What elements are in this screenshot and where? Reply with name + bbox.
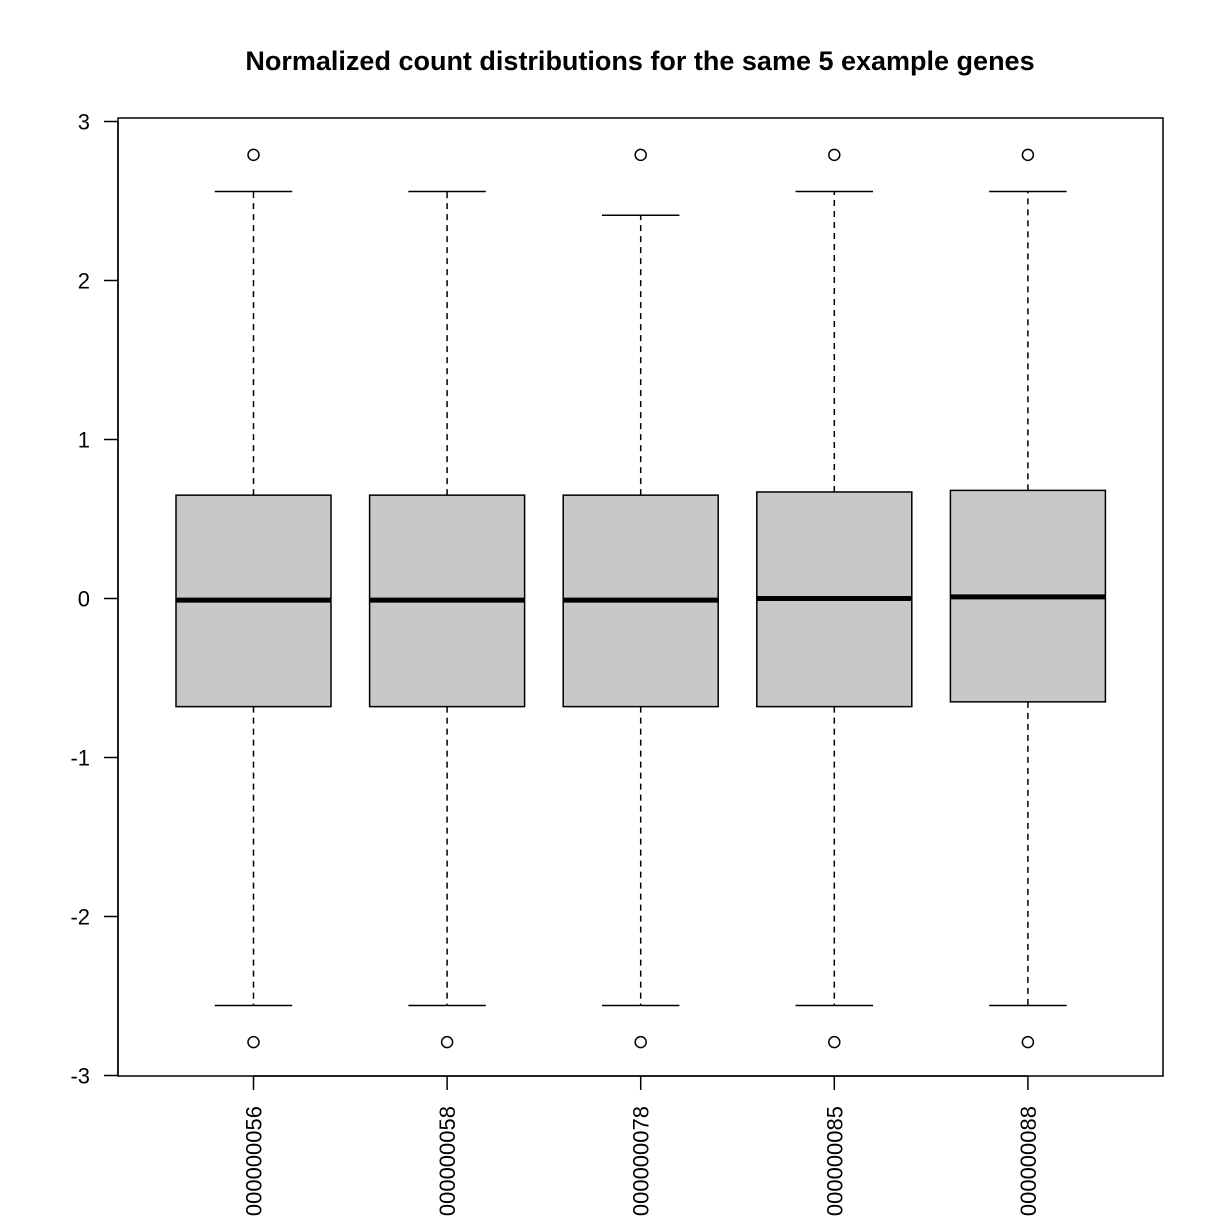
- outlier-point: [247, 1035, 260, 1049]
- boxes-layer: [175, 148, 1107, 1049]
- y-tick-label: 0: [78, 587, 90, 612]
- y-tick-label: -2: [70, 905, 90, 930]
- y-tick-label: 3: [78, 110, 90, 135]
- y-tick-label: 2: [78, 269, 90, 294]
- outlier-point: [634, 148, 647, 162]
- outlier-point: [1021, 148, 1035, 162]
- box-group: [368, 190, 526, 1049]
- outlier-point: [828, 1035, 841, 1049]
- y-tick-label: -1: [70, 746, 90, 771]
- box-group: [562, 148, 719, 1049]
- outlier-point: [634, 1035, 647, 1049]
- x-tick-label: 000000078: [629, 1106, 654, 1216]
- x-tick-label: 000000058: [435, 1106, 460, 1216]
- outlier-point: [440, 1035, 454, 1049]
- x-tick-label: 000000088: [1016, 1106, 1041, 1216]
- outlier-point: [828, 148, 841, 162]
- outlier-point: [247, 148, 260, 162]
- y-tick-label: 1: [78, 428, 90, 453]
- x-tick-label: 000000056: [242, 1106, 267, 1216]
- box-group: [949, 148, 1107, 1049]
- axes-layer: -3 -2 -1 0 1 2 3 000000056 000000058 000000078 000…: [70, 110, 1164, 1216]
- chart-title: Normalized count distributions for the s…: [245, 46, 1034, 76]
- x-tick-label: 000000085: [822, 1106, 847, 1216]
- box-group: [756, 148, 913, 1049]
- y-tick-label: -3: [70, 1064, 90, 1089]
- outlier-point: [1021, 1035, 1035, 1049]
- box-group: [175, 148, 332, 1049]
